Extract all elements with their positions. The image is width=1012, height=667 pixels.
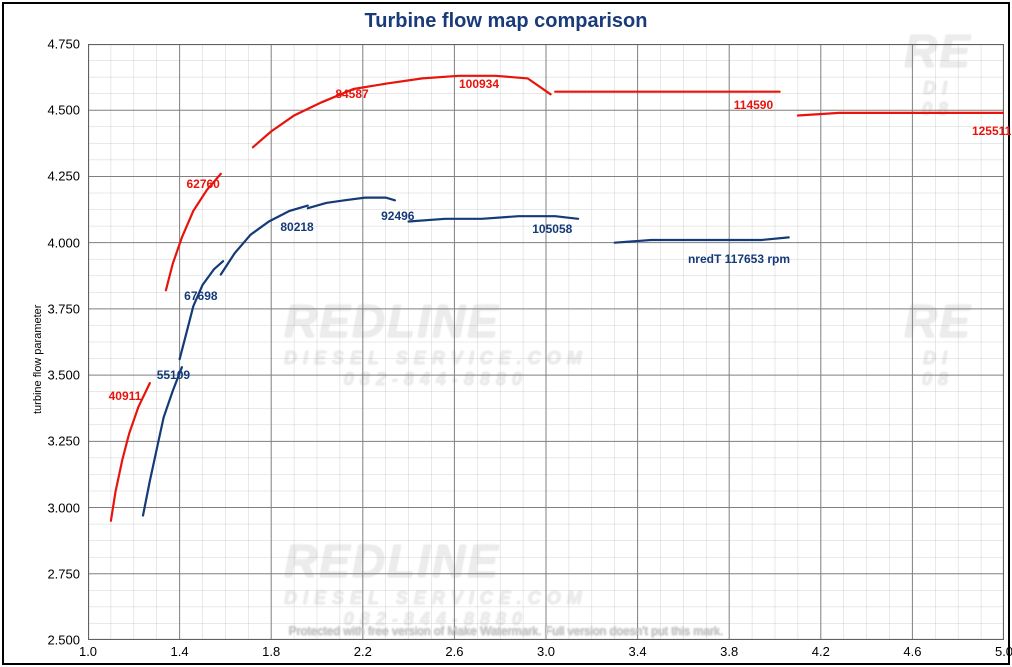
series-label: 100934 <box>459 77 499 91</box>
y-tick-label: 2.750 <box>47 566 86 581</box>
series-label: 40911 <box>109 389 142 403</box>
series-label: 55109 <box>157 368 190 382</box>
x-tick-label: 3.8 <box>720 644 738 659</box>
series-lines <box>88 44 1004 640</box>
series-label: 62760 <box>186 177 219 191</box>
y-tick-label: 2.500 <box>47 633 86 648</box>
series-label: 114590 <box>734 98 773 112</box>
series-label: 80218 <box>280 220 313 234</box>
x-tick-label: 5.0 <box>995 644 1012 659</box>
y-axis-label: turbine flow parameter <box>32 304 44 413</box>
series-label: nredT 117653 rpm <box>688 252 790 266</box>
x-tick-label: 3.4 <box>629 644 647 659</box>
x-tick-label: 1.8 <box>262 644 280 659</box>
x-tick-label: 3.0 <box>537 644 555 659</box>
x-tick-label: 2.2 <box>354 644 372 659</box>
y-tick-label: 3.250 <box>47 434 86 449</box>
series-label: 67698 <box>184 289 217 303</box>
y-tick-label: 4.500 <box>47 103 86 118</box>
y-tick-label: 4.250 <box>47 169 86 184</box>
y-tick-label: 3.000 <box>47 500 86 515</box>
y-tick-label: 4.750 <box>47 37 86 52</box>
plot-area: 4091162760845871009341145901255115510967… <box>88 44 1004 640</box>
y-tick-label: 4.000 <box>47 235 86 250</box>
x-tick-label: 1.4 <box>171 644 189 659</box>
y-tick-label: 3.750 <box>47 301 86 316</box>
series-label: 125511 <box>972 124 1011 138</box>
chart-title: Turbine flow map comparison <box>4 10 1008 33</box>
x-tick-label: 4.6 <box>903 644 921 659</box>
series-label: 105058 <box>532 222 572 236</box>
series-label: 84587 <box>335 87 368 101</box>
x-tick-label: 4.2 <box>812 644 830 659</box>
y-tick-label: 3.500 <box>47 368 86 383</box>
x-tick-label: 2.6 <box>445 644 463 659</box>
series-label: 92496 <box>381 209 414 223</box>
